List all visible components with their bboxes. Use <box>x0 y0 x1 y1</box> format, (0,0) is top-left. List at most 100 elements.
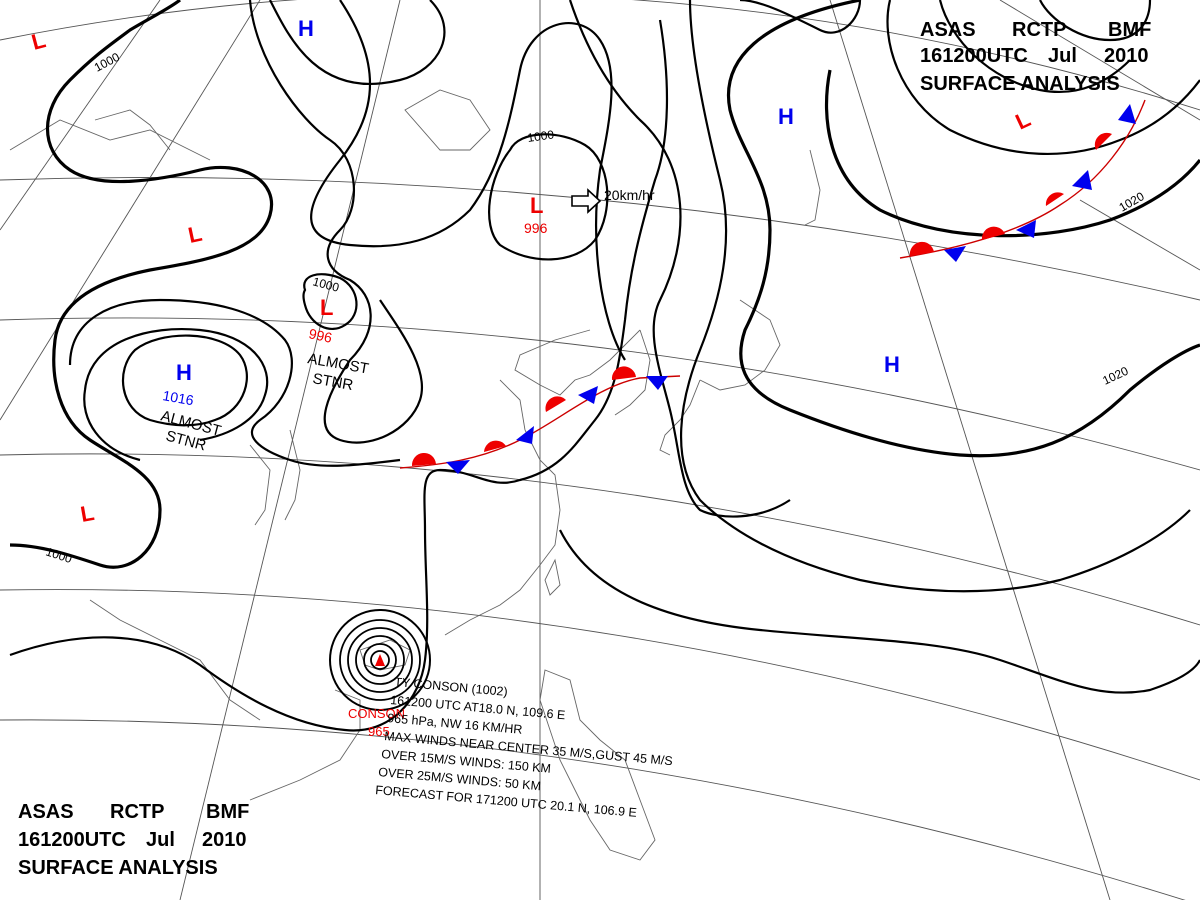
header-bottom: ASAS RCTP BMF 161200UTC Jul 2010 SURFACE… <box>18 801 249 879</box>
warm-front-symbol <box>1045 192 1064 206</box>
cold-front-symbol <box>1072 170 1092 190</box>
warm-front-symbol <box>545 396 566 412</box>
motion-speed-label: 20km/hr <box>604 187 655 203</box>
coastline <box>404 89 491 151</box>
latitude-line <box>0 719 1186 900</box>
typhoon-ring <box>347 627 413 693</box>
coastline <box>804 149 821 226</box>
coastline <box>539 669 656 861</box>
isobar <box>68 298 401 467</box>
coastline <box>284 429 301 521</box>
typhoon-labels: CONSON 965 <box>348 706 405 739</box>
high-pressure-marker: H <box>298 16 314 41</box>
isobar-label: 1000 <box>311 274 341 295</box>
warm-front-symbol <box>611 366 636 380</box>
isobar <box>310 0 626 361</box>
isobar <box>488 133 609 261</box>
header-time: 161200UTC <box>18 829 126 851</box>
header-code: BMF <box>1108 19 1151 41</box>
coastlines <box>9 89 821 861</box>
longitude-line <box>179 0 401 900</box>
fronts <box>399 99 1146 474</box>
latitude-line <box>0 453 1200 626</box>
typhoon-ring <box>355 635 405 685</box>
coastline <box>544 558 561 596</box>
high-pressure-marker: H <box>778 104 794 129</box>
header-title: SURFACE ANALYSIS <box>920 73 1120 95</box>
cold-front-symbol <box>1118 104 1136 124</box>
longitude-line <box>1079 199 1200 271</box>
cold-front-symbol <box>646 376 668 390</box>
latitude-line <box>0 317 1200 471</box>
stationary-front <box>899 99 1146 259</box>
low-pressure-marker: L <box>79 500 97 527</box>
coastline <box>514 329 641 396</box>
cold-front-symbol <box>578 386 598 404</box>
high-pressure-value: 1016 <box>161 387 195 408</box>
typhoon-ring <box>363 643 397 677</box>
coastline <box>659 379 701 456</box>
coastline <box>249 444 271 526</box>
motion-arrow-icon <box>571 188 602 214</box>
header-top: ASAS RCTP BMF 161200UTC Jul 2010 SURFACE… <box>920 19 1151 95</box>
isobar <box>739 0 862 34</box>
isobar <box>1039 0 1152 42</box>
warm-front-symbol <box>411 452 436 466</box>
header-time: 161200UTC <box>920 45 1028 67</box>
isobars <box>9 0 1200 732</box>
header-code: BMF <box>206 801 249 823</box>
coastline <box>94 109 171 151</box>
warm-front-symbol <box>909 241 934 256</box>
warm-front-symbol <box>1094 132 1112 150</box>
isobar-label: 1000 <box>526 127 555 145</box>
isobar <box>269 0 446 86</box>
low-pressure-marker: L <box>186 221 204 248</box>
typhoon-ring <box>370 650 390 670</box>
cold-front-symbol <box>1016 220 1036 238</box>
cold-front-symbol <box>516 426 534 444</box>
high-pressure-marker: H <box>176 360 192 385</box>
header-station: RCTP <box>1012 19 1066 41</box>
coastline <box>699 299 781 391</box>
isobar <box>248 0 423 444</box>
isobar <box>727 0 1200 458</box>
low-pressure-value: 996 <box>307 325 333 346</box>
isobar <box>679 0 1191 593</box>
longitude-line <box>999 0 1200 121</box>
longitude-line <box>829 0 1111 900</box>
stationary-label-line2: STNR <box>311 370 354 394</box>
low-pressure-marker: L <box>29 27 48 55</box>
motion-vector: 20km/hr <box>571 187 655 214</box>
pressure-centers: L H L L 996 L 996 H 1016 L H L H <box>29 16 1034 527</box>
coastline <box>249 689 361 801</box>
header-month: Jul <box>146 829 175 851</box>
isobar <box>824 69 1200 238</box>
low-pressure-value: 996 <box>524 220 548 236</box>
coastline <box>499 379 526 431</box>
isobar <box>938 0 1131 94</box>
longitude-line <box>0 0 261 421</box>
coastline <box>9 119 211 161</box>
header-agency: ASAS <box>18 801 74 823</box>
header-title: SURFACE ANALYSIS <box>18 857 218 879</box>
high-pressure-marker: H <box>884 352 900 377</box>
typhoon-ring <box>329 609 431 711</box>
isobar <box>9 19 669 732</box>
typhoon-symbol <box>329 609 431 711</box>
isobar <box>302 273 358 331</box>
typhoon-name-label: CONSON <box>348 706 405 721</box>
coastline <box>89 599 261 721</box>
latitude-line <box>0 589 1200 781</box>
low-pressure-marker: L <box>530 193 543 218</box>
header-station: RCTP <box>110 801 164 823</box>
latitude-line <box>0 0 1200 111</box>
isobar <box>559 529 1200 694</box>
coastline <box>444 429 561 636</box>
typhoon-pressure-label: 965 <box>368 724 390 739</box>
header-year: 2010 <box>1104 45 1149 67</box>
header-month: Jul <box>1048 45 1077 67</box>
header-agency: ASAS <box>920 19 976 41</box>
typhoon-center-icon <box>375 654 385 666</box>
